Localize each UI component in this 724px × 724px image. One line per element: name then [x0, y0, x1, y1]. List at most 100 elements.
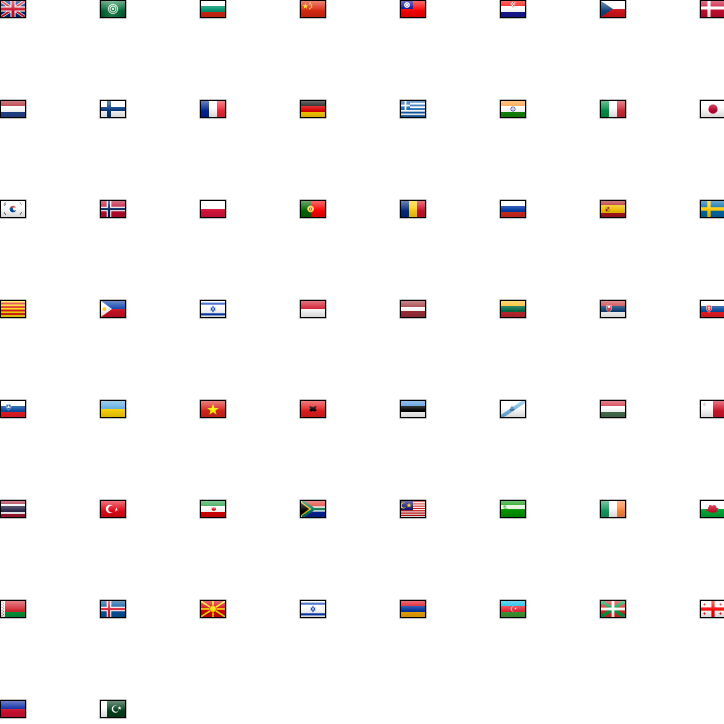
- flag-icon-azerbaijan[interactable]: [500, 600, 526, 618]
- flag-cell-basque-country[interactable]: [600, 600, 626, 618]
- flag-icon-romania[interactable]: [400, 200, 426, 218]
- flag-cell-finland[interactable]: [100, 100, 126, 118]
- flag-icon-spain[interactable]: [600, 200, 626, 218]
- flag-icon-albania[interactable]: [300, 400, 326, 418]
- flag-icon-sweden[interactable]: [700, 200, 724, 218]
- flag-cell-italy[interactable]: [600, 100, 626, 118]
- flag-cell-vietnam[interactable]: [200, 400, 226, 418]
- flag-icon-germany[interactable]: [300, 100, 326, 118]
- flag-icon-ireland[interactable]: [600, 500, 626, 518]
- flag-cell-malta[interactable]: [700, 400, 724, 418]
- flag-cell-indonesia[interactable]: [300, 300, 326, 318]
- flag-icon-slovakia[interactable]: [700, 300, 724, 318]
- flag-cell-esperanto[interactable]: [500, 500, 526, 518]
- flag-icon-croatia[interactable]: [500, 0, 526, 18]
- flag-icon-norway[interactable]: [100, 200, 126, 218]
- flag-cell-haiti[interactable]: [0, 700, 26, 718]
- flag-cell-thailand[interactable]: [0, 500, 26, 518]
- flag-icon-malaysia[interactable]: [400, 500, 426, 518]
- flag-icon-poland[interactable]: [200, 200, 226, 218]
- flag-icon-wales[interactable]: [700, 500, 724, 518]
- flag-cell-japan[interactable]: [700, 100, 724, 118]
- flag-cell-south-korea[interactable]: [0, 200, 26, 218]
- flag-icon-netherlands[interactable]: [0, 100, 26, 118]
- flag-cell-united-kingdom[interactable]: [0, 0, 26, 18]
- flag-cell-albania[interactable]: [300, 400, 326, 418]
- flag-cell-hungary[interactable]: [600, 400, 626, 418]
- flag-icon-bulgaria[interactable]: [200, 0, 226, 18]
- flag-icon-czech-republic[interactable]: [600, 0, 626, 18]
- flag-icon-denmark[interactable]: [700, 0, 724, 18]
- flag-icon-vietnam[interactable]: [200, 400, 226, 418]
- flag-cell-wales[interactable]: [700, 500, 724, 518]
- flag-icon-india[interactable]: [500, 100, 526, 118]
- flag-icon-portugal[interactable]: [300, 200, 326, 218]
- flag-icon-serbia[interactable]: [600, 300, 626, 318]
- flag-icon-haiti[interactable]: [0, 700, 26, 718]
- flag-cell-india[interactable]: [500, 100, 526, 118]
- flag-cell-slovakia[interactable]: [700, 300, 724, 318]
- flag-cell-netherlands[interactable]: [0, 100, 26, 118]
- flag-icon-taiwan[interactable]: [400, 0, 426, 18]
- flag-cell-azerbaijan[interactable]: [500, 600, 526, 618]
- flag-icon-armenia[interactable]: [400, 600, 426, 618]
- flag-cell-greece[interactable]: [400, 100, 426, 118]
- flag-cell-sweden[interactable]: [700, 200, 724, 218]
- flag-icon-russia[interactable]: [500, 200, 526, 218]
- flag-icon-france[interactable]: [200, 100, 226, 118]
- flag-icon-indonesia[interactable]: [300, 300, 326, 318]
- flag-cell-galicia[interactable]: [500, 400, 526, 418]
- flag-icon-slovenia[interactable]: [0, 400, 26, 418]
- flag-cell-latvia[interactable]: [400, 300, 426, 318]
- flag-cell-yiddish[interactable]: [300, 600, 326, 618]
- flag-cell-lithuania[interactable]: [500, 300, 526, 318]
- flag-icon-algeria[interactable]: [100, 0, 126, 18]
- flag-cell-estonia[interactable]: [400, 400, 426, 418]
- flag-icon-ukraine[interactable]: [100, 400, 126, 418]
- flag-icon-pakistan[interactable]: [100, 700, 126, 718]
- flag-icon-basque-country[interactable]: [600, 600, 626, 618]
- flag-icon-catalonia[interactable]: [0, 300, 26, 318]
- flag-icon-greece[interactable]: [400, 100, 426, 118]
- flag-icon-yiddish[interactable]: [300, 600, 326, 618]
- flag-cell-germany[interactable]: [300, 100, 326, 118]
- flag-cell-serbia[interactable]: [600, 300, 626, 318]
- flag-cell-georgia[interactable]: [700, 600, 724, 618]
- flag-cell-armenia[interactable]: [400, 600, 426, 618]
- flag-cell-romania[interactable]: [400, 200, 426, 218]
- flag-icon-philippines[interactable]: [100, 300, 126, 318]
- flag-cell-philippines[interactable]: [100, 300, 126, 318]
- flag-icon-lithuania[interactable]: [500, 300, 526, 318]
- flag-cell-spain[interactable]: [600, 200, 626, 218]
- flag-icon-japan[interactable]: [700, 100, 724, 118]
- flag-cell-iran[interactable]: [200, 500, 226, 518]
- flag-icon-georgia[interactable]: [700, 600, 724, 618]
- flag-icon-turkey[interactable]: [100, 500, 126, 518]
- flag-cell-russia[interactable]: [500, 200, 526, 218]
- flag-icon-latvia[interactable]: [400, 300, 426, 318]
- flag-cell-slovenia[interactable]: [0, 400, 26, 418]
- flag-cell-israel[interactable]: [200, 300, 226, 318]
- flag-cell-south-africa[interactable]: [300, 500, 326, 518]
- flag-cell-france[interactable]: [200, 100, 226, 118]
- flag-cell-norway[interactable]: [100, 200, 126, 218]
- flag-icon-china[interactable]: [300, 0, 326, 18]
- flag-icon-finland[interactable]: [100, 100, 126, 118]
- flag-cell-portugal[interactable]: [300, 200, 326, 218]
- flag-cell-malaysia[interactable]: [400, 500, 426, 518]
- flag-cell-turkey[interactable]: [100, 500, 126, 518]
- flag-icon-estonia[interactable]: [400, 400, 426, 418]
- flag-icon-israel[interactable]: [200, 300, 226, 318]
- flag-cell-china[interactable]: [300, 0, 326, 18]
- flag-icon-belarus[interactable]: [0, 600, 26, 618]
- flag-icon-hungary[interactable]: [600, 400, 626, 418]
- flag-cell-denmark[interactable]: [700, 0, 724, 18]
- flag-icon-italy[interactable]: [600, 100, 626, 118]
- flag-cell-ireland[interactable]: [600, 500, 626, 518]
- flag-cell-algeria[interactable]: [100, 0, 126, 18]
- flag-cell-pakistan[interactable]: [100, 700, 126, 718]
- flag-icon-malta[interactable]: [700, 400, 724, 418]
- flag-cell-taiwan[interactable]: [400, 0, 426, 18]
- flag-icon-united-kingdom[interactable]: [0, 0, 26, 18]
- flag-cell-macedonia[interactable]: [200, 600, 226, 618]
